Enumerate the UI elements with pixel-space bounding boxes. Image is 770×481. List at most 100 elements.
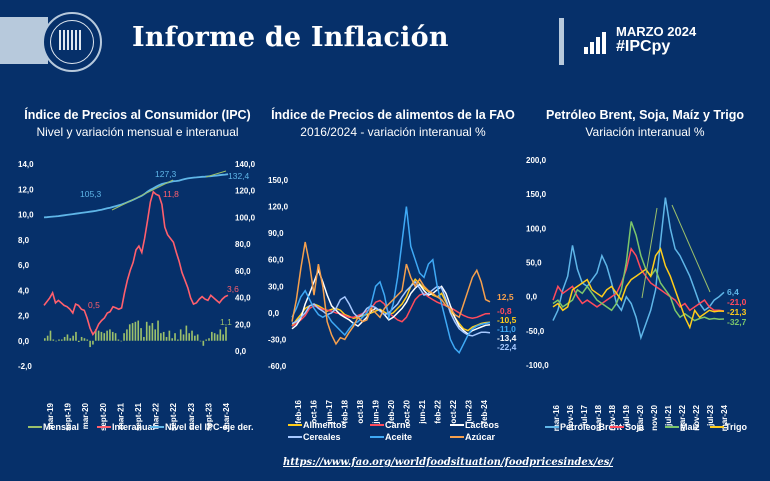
legend-item-label: Lácteos [465, 420, 499, 430]
x-tick: jun-21 [418, 399, 427, 424]
trend-arrow [671, 204, 711, 293]
bar-mensual [63, 336, 66, 341]
y-left-tick: 6,0 [18, 261, 30, 270]
bar-mensual [120, 340, 123, 342]
end-label: -32,7 [727, 317, 747, 327]
line-interanual [43, 190, 229, 336]
bar-mensual [52, 339, 55, 341]
line-lácteos [291, 268, 491, 336]
bar-mensual [106, 330, 108, 341]
chart2-title: Índice de Precios de alimentos de la FAO [271, 108, 515, 122]
bar-mensual [131, 323, 134, 341]
bar-mensual [137, 320, 140, 341]
bar-mensual [128, 324, 131, 341]
y-tick: 0,0 [268, 309, 280, 318]
bar-mensual [92, 340, 94, 345]
hashtag: #IPCpy [616, 38, 671, 55]
y-tick: 150,0 [268, 176, 289, 185]
end-label: -0,8 [497, 306, 512, 316]
x-tick: nov-22 [692, 404, 701, 430]
y-tick: 60,0 [268, 256, 284, 265]
bar-mensual [151, 323, 154, 341]
bar-mensual [191, 330, 193, 341]
y-right-tick: 60,0 [235, 267, 251, 276]
bar-mensual [188, 333, 190, 341]
bar-mensual [75, 331, 77, 341]
bar-mensual [140, 328, 142, 341]
x-tick: mar-20 [636, 404, 645, 431]
header-band [0, 17, 48, 64]
x-tick: mar-19 [46, 402, 55, 429]
legend-item-label: Maíz [680, 422, 700, 432]
bar-mensual [69, 338, 72, 341]
bar-mensual [49, 330, 52, 341]
bar-mensual [111, 331, 114, 341]
bar-mensual [97, 330, 100, 341]
bar-mensual [199, 340, 202, 342]
bar-mensual [60, 339, 63, 341]
legend-item-label: Trigo [725, 422, 748, 432]
y-tick: 100,0 [526, 224, 547, 233]
report-period: MARZO 2024 [616, 24, 697, 39]
x-tick: mar-22 [152, 402, 161, 429]
trend-arrow [205, 170, 227, 178]
bar-mensual [103, 333, 106, 341]
legend-item-label: Soja [625, 422, 645, 432]
x-tick: mar-23 [187, 402, 196, 429]
bar-mensual [89, 340, 91, 348]
x-tick: mar-21 [116, 402, 125, 429]
y-left-tick: 2,0 [18, 312, 30, 321]
line-azúcar [291, 241, 491, 346]
legend-item-label: Azúcar [465, 432, 496, 442]
y-right-tick: 20,0 [235, 320, 251, 329]
line-aceite [291, 206, 491, 354]
y-right-tick: 140,0 [235, 160, 256, 169]
line-maíz [552, 221, 725, 322]
trend-arrow [111, 179, 174, 211]
bar-mensual [86, 339, 89, 341]
bar-mensual [58, 339, 60, 341]
source-link[interactable]: https://www.fao.org/worldfoodsituation/f… [283, 457, 614, 468]
bar-mensual [143, 336, 145, 341]
bar-mensual [123, 333, 125, 341]
x-tick: feb-20 [387, 399, 396, 423]
legend-item-label: Mensual [43, 422, 79, 432]
x-tick: jul-23 [706, 404, 715, 426]
bar-mensual [72, 335, 74, 341]
bar-mensual [211, 331, 213, 341]
y-left-tick: 10,0 [18, 211, 34, 220]
bar-mensual [126, 329, 128, 341]
bar-mensual [157, 320, 159, 341]
bar-mensual [134, 321, 137, 341]
chart3-title: Petróleo Brent, Soja, Maíz y Trigo [546, 108, 744, 122]
x-tick: jul-17 [580, 404, 589, 426]
y-right-tick: 80,0 [235, 240, 251, 249]
bar-mensual [216, 334, 219, 341]
end-label: 12,5 [497, 292, 514, 302]
bar-mensual [174, 333, 176, 341]
line-petróleo-brent [552, 197, 725, 341]
bar-mensual [179, 329, 182, 341]
bar-mensual [222, 334, 224, 341]
y-tick: 50,0 [526, 259, 542, 268]
legend-item-label: Nivel del IPC-eje der. [165, 422, 254, 432]
bar-mensual [213, 333, 216, 341]
y-tick: 0,0 [526, 293, 538, 302]
bar-mensual [100, 331, 103, 341]
bar-mensual [83, 338, 86, 341]
x-tick: feb-22 [434, 399, 443, 423]
annotation-3-6: 3,6 [227, 284, 239, 294]
x-tick: feb-24 [480, 399, 489, 423]
bar-mensual [114, 333, 117, 341]
line-soja [552, 247, 725, 312]
x-tick: oct-22 [449, 399, 458, 423]
end-label: -22,4 [497, 342, 517, 352]
x-tick: mar-24 [222, 402, 231, 429]
y-left-tick: 0,0 [18, 337, 30, 346]
y-tick: 30,0 [268, 282, 284, 291]
annotation-0-5: 0,5 [88, 300, 100, 310]
bar-mensual [182, 334, 185, 341]
bar-mensual [145, 321, 148, 341]
end-label: 6,4 [727, 287, 739, 297]
y-right-tick: 120,0 [235, 187, 256, 196]
